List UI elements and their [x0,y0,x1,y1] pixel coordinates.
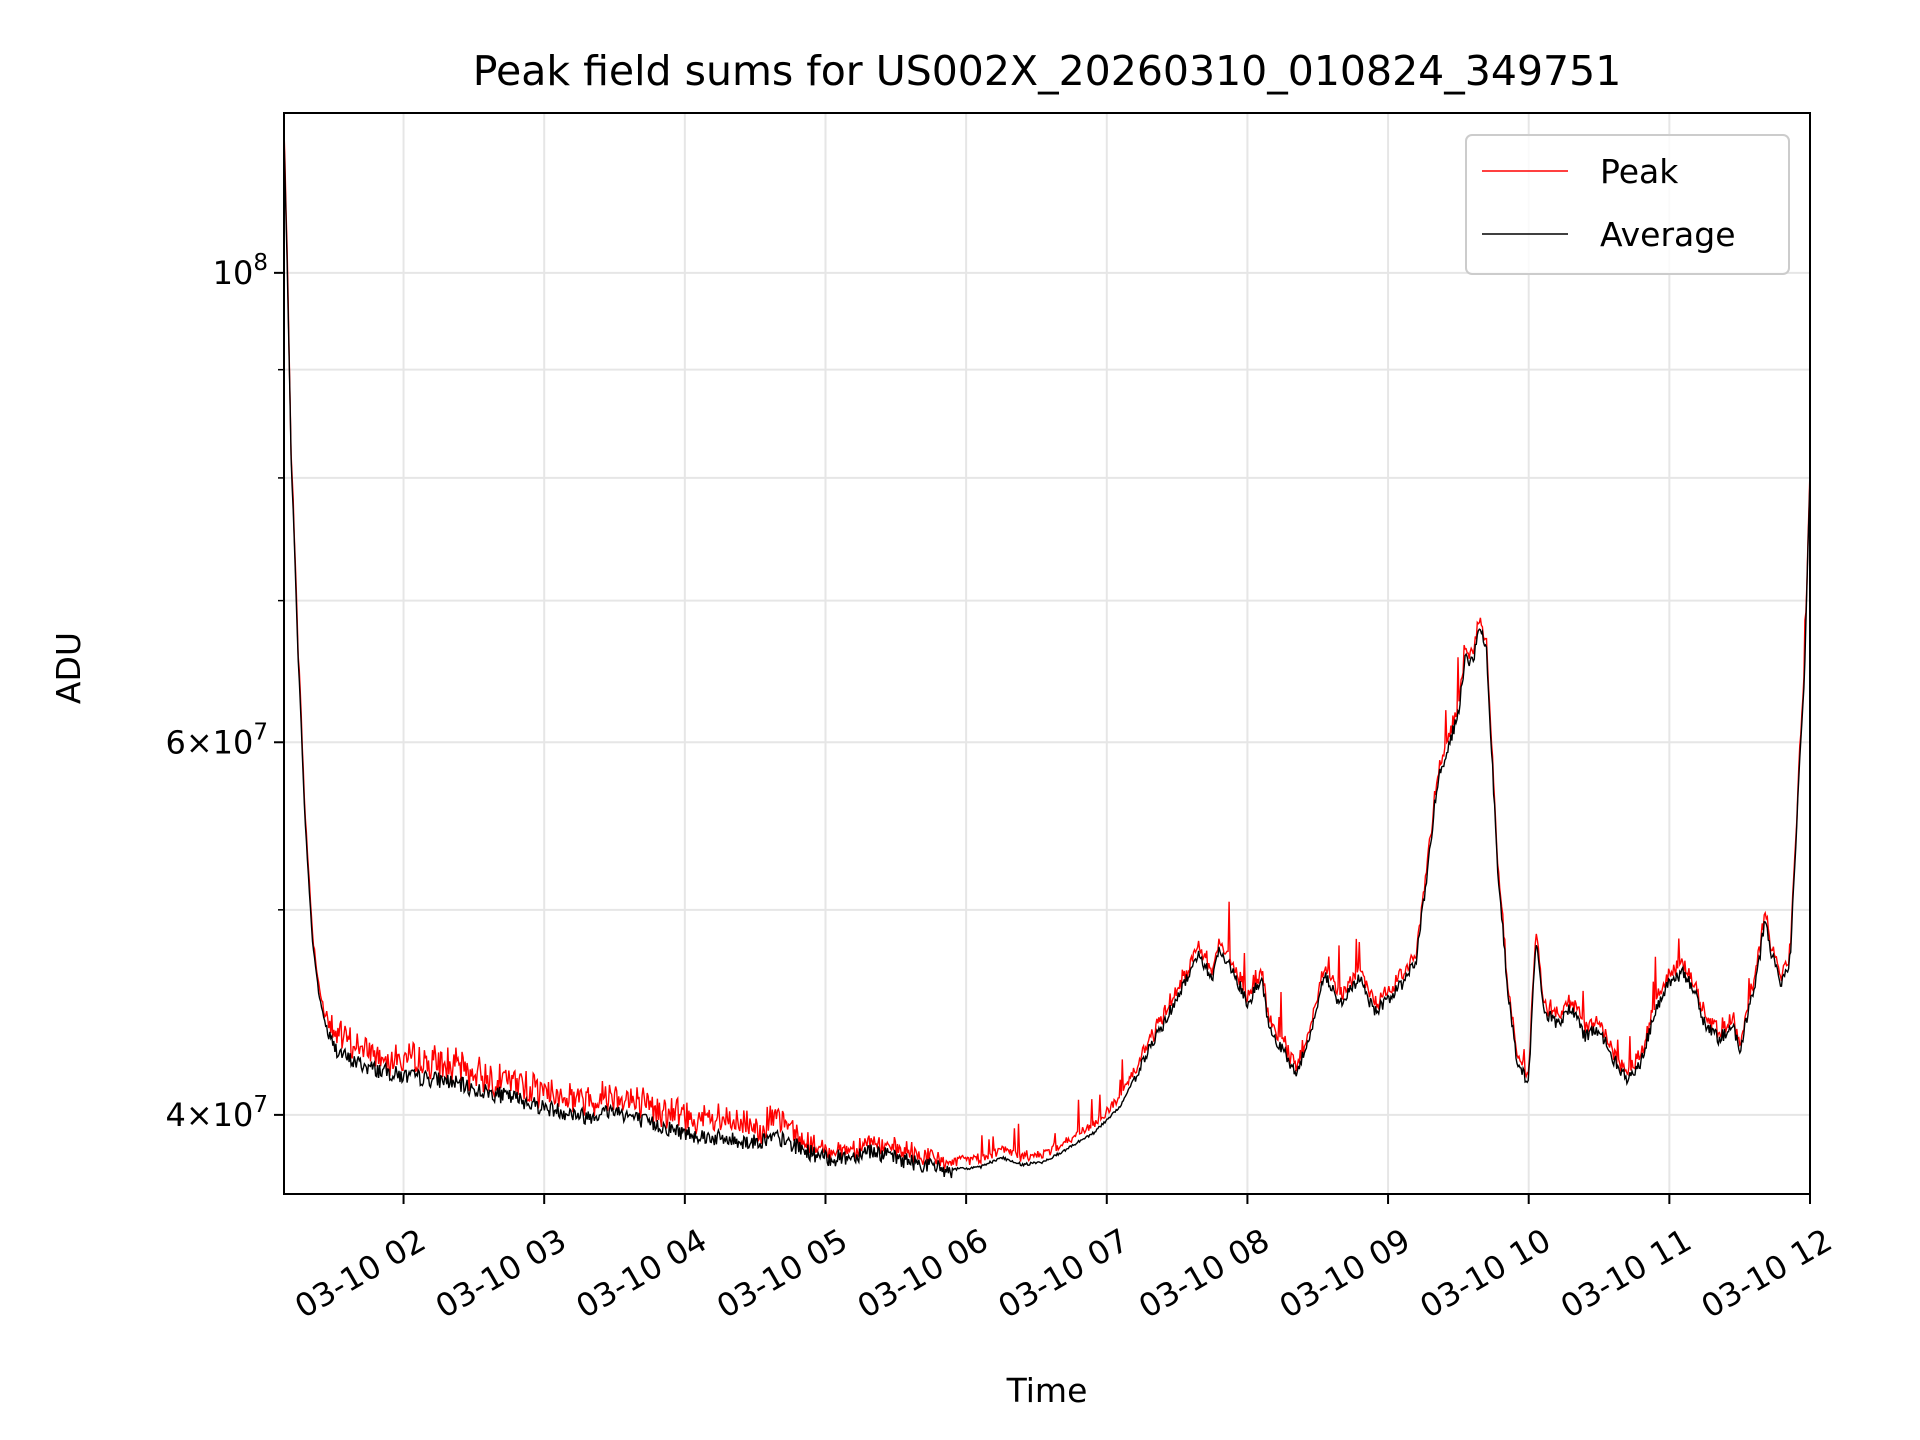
legend-average-label: Average [1600,215,1736,254]
chart-title: Peak field sums for US002X_20260310_0108… [473,47,1622,95]
x-axis-label: Time [1006,1371,1088,1410]
legend-box [1465,134,1790,275]
y-tick-label: 108 [213,250,268,292]
plot-frame [283,112,1811,1195]
y-tick-label: 4×107 [165,1092,268,1134]
legend-peak-label: Peak [1600,152,1679,191]
legend: Peak Average [1465,134,1790,275]
series-lines [283,130,1811,1179]
average-series-line [283,136,1811,1179]
y-axis-label: ADU [49,632,88,704]
y-tick-label: 6×107 [165,719,268,761]
